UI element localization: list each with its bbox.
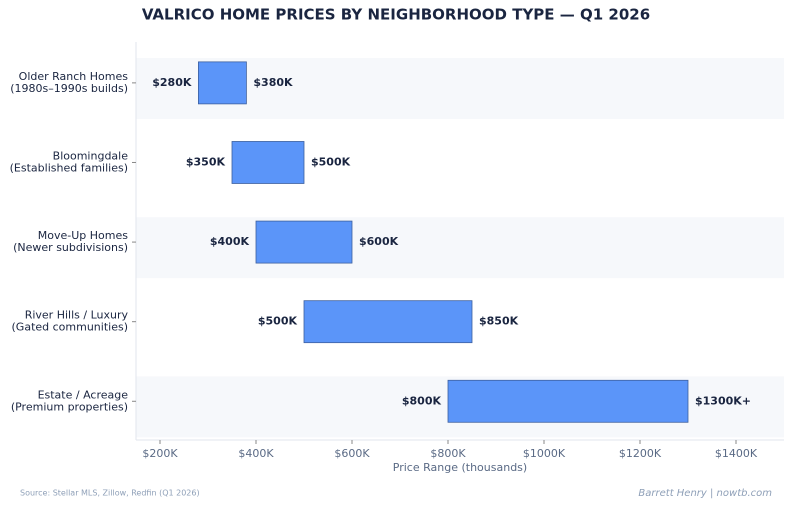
value-label: $350K <box>186 155 226 168</box>
value-label: $1300K+ <box>695 394 751 407</box>
x-tick-label: $1400K <box>715 447 758 460</box>
x-tick-label: $1000K <box>523 447 566 460</box>
y-tick-label-line: River Hills / Luxury <box>25 309 129 322</box>
y-tick-label-line: (Established families) <box>10 161 128 174</box>
value-label: $500K <box>311 155 351 168</box>
range-bar <box>255 220 353 264</box>
x-tick-label: $1200K <box>619 447 662 460</box>
value-label: $500K <box>258 315 298 328</box>
x-tick-label: $600K <box>334 447 370 460</box>
y-tick-label-line: (1980s–1990s builds) <box>10 82 128 95</box>
y-tick-label-line: (Gated communities) <box>12 321 128 334</box>
y-tick-label-line: Move-Up Homes <box>38 229 128 242</box>
y-tick-label: Move-Up Homes (Newer subdivisions) <box>13 229 128 254</box>
chart-title: VALRICO HOME PRICES BY NEIGHBORHOOD TYPE… <box>142 6 650 24</box>
range-bar <box>197 61 247 105</box>
x-tick-label: $400K <box>238 447 274 460</box>
range-bar <box>231 141 305 184</box>
value-label: $600K <box>359 235 399 248</box>
y-tick-label: River Hills / Luxury (Gated communities) <box>12 309 129 334</box>
y-tick-label-line: Bloomingdale <box>53 149 129 162</box>
value-label: $280K <box>152 76 192 89</box>
x-axis-label: Price Range (thousands) <box>393 461 527 474</box>
source-note: Source: Stellar MLS, Zillow, Redfin (Q1 … <box>20 489 200 498</box>
row-band <box>136 217 784 279</box>
y-tick-label: Estate / Acreage (Premium properties) <box>11 388 128 413</box>
credit: Barrett Henry | nowtb.com <box>638 488 772 499</box>
y-tick-label: Bloomingdale (Established families) <box>10 149 129 174</box>
x-tick-label: $200K <box>142 447 178 460</box>
y-tick-label-line: (Newer subdivisions) <box>13 241 128 254</box>
y-tick-label-line: Estate / Acreage <box>38 388 129 401</box>
value-label: $380K <box>253 76 293 89</box>
value-label: $850K <box>479 315 519 328</box>
x-tick-label: $800K <box>430 447 466 460</box>
range-bar <box>303 300 473 344</box>
range-bar <box>447 379 689 423</box>
y-tick-label-line: (Premium properties) <box>11 400 128 413</box>
y-tick-label-line: Older Ranch Homes <box>19 70 129 83</box>
y-tick-label: Older Ranch Homes (1980s–1990s builds) <box>10 70 128 95</box>
value-label: $400K <box>210 235 250 248</box>
value-label: $800K <box>402 394 442 407</box>
